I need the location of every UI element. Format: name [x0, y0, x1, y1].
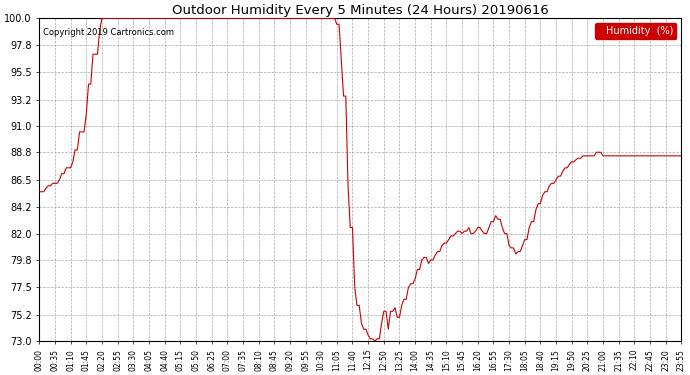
Text: Copyright 2019 Cartronics.com: Copyright 2019 Cartronics.com — [43, 28, 173, 37]
Legend: Humidity  (%): Humidity (%) — [595, 23, 676, 39]
Title: Outdoor Humidity Every 5 Minutes (24 Hours) 20190616: Outdoor Humidity Every 5 Minutes (24 Hou… — [172, 4, 549, 17]
